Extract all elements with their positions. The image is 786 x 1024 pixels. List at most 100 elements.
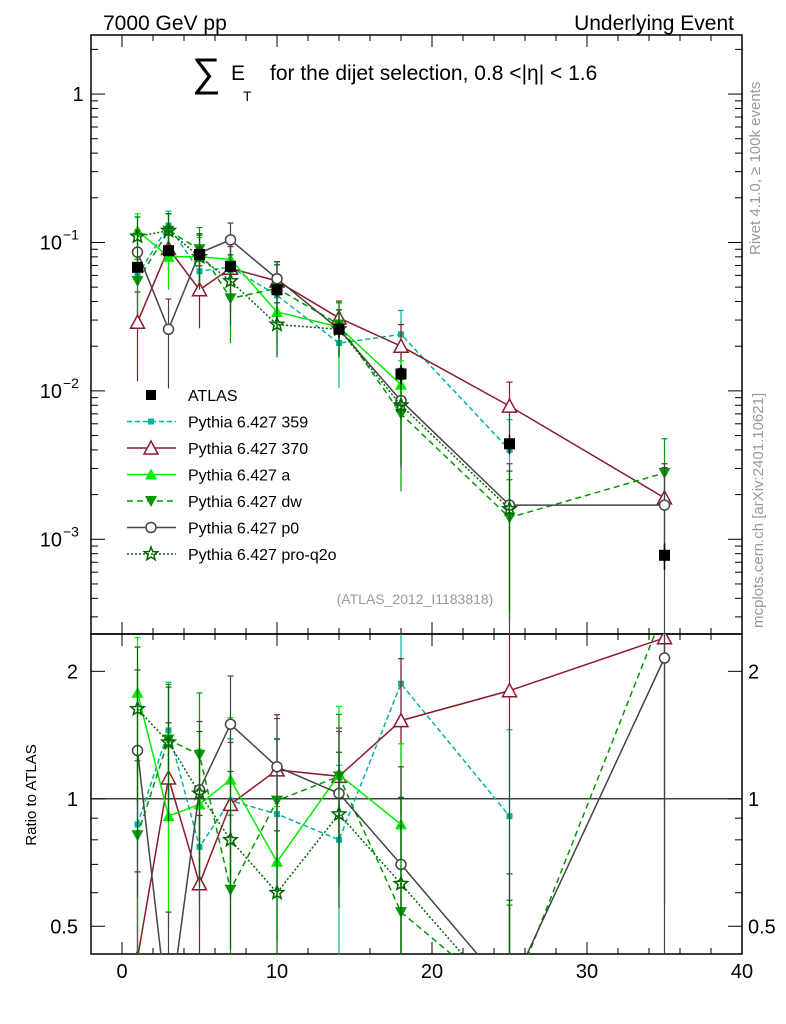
y-tick-label-main: 10 <box>40 381 62 403</box>
x-tick-label: 20 <box>421 961 443 983</box>
data-point-marker <box>142 544 160 562</box>
data-point-marker <box>224 718 237 730</box>
title-t-subscript: T <box>243 88 252 104</box>
ratio-panel-series <box>128 634 673 1024</box>
series-ratio-line <box>136 708 464 954</box>
data-point-marker <box>162 323 175 336</box>
data-point-marker <box>392 337 410 353</box>
y-tick-label-main: 10 <box>40 232 62 254</box>
series-ratio-line <box>136 692 402 864</box>
data-point-marker <box>224 234 237 246</box>
legend-item-a: Pythia 6.427 a <box>127 468 290 485</box>
data-point-marker <box>221 830 240 848</box>
title-text: for the dijet selection, 0.8 <|η| < 1.6 <box>270 62 597 85</box>
data-point-marker <box>392 874 410 892</box>
legend-label: Pythia 6.427 a <box>188 468 290 485</box>
mcplots-label: mcplots.cern.ch [arXiv:2401.10621] <box>750 393 767 628</box>
data-point-marker <box>395 368 407 380</box>
y-tick-label-ratio: 0.5 <box>50 916 78 938</box>
x-tick-label: 10 <box>266 961 288 983</box>
y-tick-label-ratio-right: 1 <box>748 789 759 811</box>
series-p359 <box>134 210 513 509</box>
data-point-marker <box>271 761 283 773</box>
x-tick-label: 0 <box>116 961 127 983</box>
series-ratio-p359 <box>134 634 513 954</box>
series-layer <box>128 210 673 1024</box>
title-e-letter: E <box>231 62 245 85</box>
data-point-marker <box>392 712 410 728</box>
y-tick-label-exponent: −3 <box>63 523 79 539</box>
series-atlas-data <box>132 245 670 570</box>
legend-item-p359: Pythia 6.427 359 <box>127 415 308 432</box>
y-tick-label-ratio-right: 0.5 <box>748 916 776 938</box>
data-point-marker <box>128 227 147 244</box>
data-point-marker <box>271 284 283 296</box>
header-right: Underlying Event <box>574 12 734 35</box>
data-point-marker <box>504 438 515 450</box>
analysis-id: (ATLAS_2012_I1183818) <box>337 591 494 607</box>
data-point-marker <box>501 397 518 413</box>
y-tick-label-ratio-right: 2 <box>748 661 759 683</box>
data-point-marker <box>500 499 519 517</box>
data-point-marker <box>145 468 157 480</box>
main-panel-series <box>128 210 673 634</box>
data-point-marker <box>190 784 209 801</box>
data-point-marker <box>268 315 286 332</box>
legend-item-p370: Pythia 6.427 370 <box>127 439 308 458</box>
data-point-marker <box>268 883 286 901</box>
data-point-marker <box>163 245 174 257</box>
y-tick-label-main: 1 <box>72 84 83 106</box>
data-point-marker <box>658 652 671 664</box>
data-point-marker <box>159 733 178 750</box>
data-point-marker <box>221 271 240 289</box>
y-tick-label-ratio: 2 <box>67 661 78 683</box>
data-point-marker <box>128 699 147 717</box>
legend-item-p0: Pythia 6.427 p0 <box>127 521 299 538</box>
series-ratio-line <box>136 682 511 849</box>
legend-label: Pythia 6.427 p0 <box>188 521 299 538</box>
data-point-marker <box>392 396 410 413</box>
data-point-marker <box>330 805 348 822</box>
legend-label: Pythia 6.427 370 <box>188 441 308 458</box>
data-point-marker <box>501 682 518 698</box>
series-ratio-proq2o <box>128 646 516 1014</box>
legend-label: Pythia 6.427 dw <box>188 494 302 511</box>
data-point-marker <box>145 521 157 534</box>
data-point-marker <box>504 998 516 1009</box>
legend-item-proq2o: Pythia 6.427 pro-q2o <box>127 544 337 564</box>
data-point-marker <box>159 221 178 239</box>
data-point-marker <box>142 439 160 455</box>
y-tick-label-exponent: −2 <box>63 375 79 391</box>
data-point-marker <box>333 323 345 335</box>
data-point-marker <box>505 987 515 997</box>
chart-title: ∑ E T for the dijet selection, 0.8 <|η| … <box>192 51 597 104</box>
data-point-marker <box>129 313 146 329</box>
data-point-marker <box>164 1015 174 1024</box>
legend: ATLAS Pythia 6.427 359 Pythia 6.427 370 Pyt… <box>127 388 337 564</box>
data-point-marker <box>162 250 175 262</box>
data-point-marker <box>658 499 671 511</box>
data-point-marker <box>659 549 670 561</box>
data-point-marker <box>503 1001 516 1014</box>
x-tick-label: 40 <box>731 961 753 983</box>
legend-label: ATLAS <box>188 388 238 405</box>
legend-label: Pythia 6.427 pro-q2o <box>188 547 337 564</box>
legend-label: Pythia 6.427 359 <box>188 415 308 432</box>
ratio-ylabel: Ratio to ATLAS <box>23 744 40 845</box>
y-tick-label-ratio: 1 <box>67 789 78 811</box>
data-point-marker <box>132 261 143 273</box>
y-tick-label-exponent: −1 <box>63 226 79 242</box>
data-point-marker <box>194 248 205 260</box>
data-point-marker <box>271 272 283 285</box>
main-panel-frame <box>90 34 743 635</box>
data-point-marker <box>225 260 236 272</box>
y-tick-label-main: 10 <box>40 529 62 551</box>
header-left: 7000 GeV pp <box>103 12 227 35</box>
data-point-marker <box>146 390 156 400</box>
x-tick-label: 30 <box>576 961 598 983</box>
data-point-marker <box>145 496 157 507</box>
ratio-panel-frame <box>90 633 743 955</box>
rivet-label: Rivet 4.1.0, ≥ 100k events <box>747 82 764 255</box>
data-point-marker <box>148 418 154 425</box>
